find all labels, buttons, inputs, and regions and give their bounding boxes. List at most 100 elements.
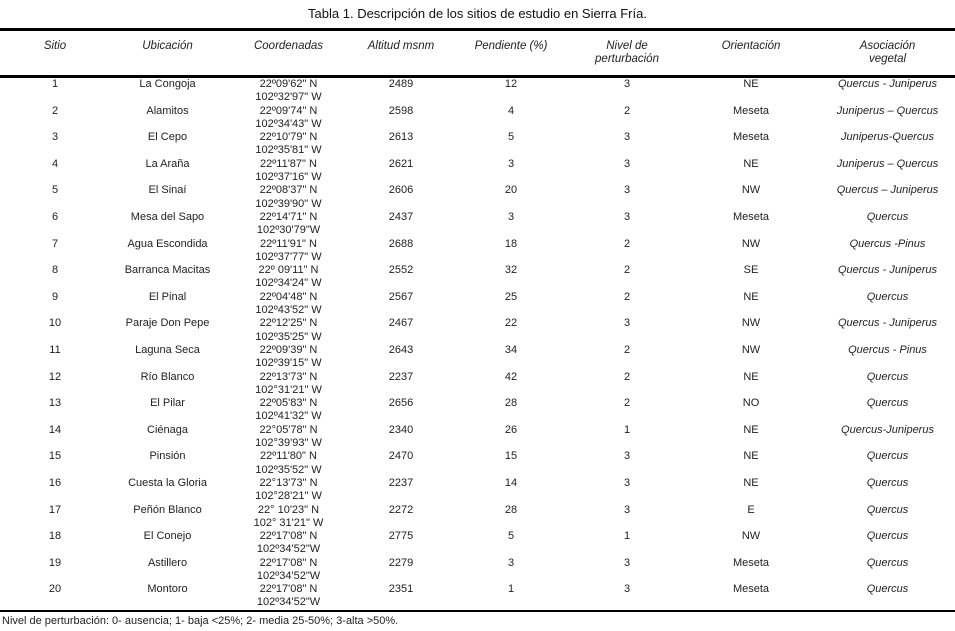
cell-orientacion: NW <box>741 317 761 330</box>
cell-pendiente: 3 <box>507 210 515 223</box>
cell-altitud: 2567 <box>388 290 414 303</box>
cell-pendiente: 22 <box>504 317 518 330</box>
cell-nivel-perturbacion: 2 <box>623 104 631 117</box>
cell-sitio: 13 <box>48 397 62 410</box>
cell-pendiente: 12 <box>504 78 518 90</box>
table-row: 2 Alamitos 22º09'74" N 102º34'43" W 2598… <box>0 105 955 132</box>
cell-ubicacion: Mesa del Sapo <box>130 210 205 223</box>
table-row: 19 Astillero 22º17'08" N 102º34'52"W 227… <box>0 557 955 584</box>
cell-altitud: 2237 <box>388 476 414 489</box>
cell-ubicacion: El Cepo <box>147 131 188 144</box>
header-sitio: Sitio <box>43 40 67 52</box>
cell-coordenadas: 22º17'08" N 102º34'52"W <box>256 556 321 582</box>
cell-pendiente: 5 <box>507 131 515 144</box>
cell-orientacion: NW <box>741 237 761 250</box>
cell-nivel-perturbacion: 3 <box>623 210 631 223</box>
cell-pendiente: 42 <box>504 370 518 383</box>
cell-sitio: 20 <box>48 583 62 596</box>
cell-orientacion: E <box>747 503 755 516</box>
cell-sitio: 9 <box>51 290 59 303</box>
cell-pendiente: 3 <box>507 556 515 569</box>
cell-altitud: 2656 <box>388 397 414 410</box>
cell-sitio: 4 <box>51 157 59 170</box>
cell-pendiente: 3 <box>507 157 515 170</box>
cell-orientacion: NE <box>743 78 759 90</box>
cell-altitud: 2606 <box>388 184 414 197</box>
cell-pendiente: 20 <box>504 184 518 197</box>
cell-sitio: 3 <box>51 131 59 144</box>
cell-orientacion: Meseta <box>732 210 770 223</box>
cell-asociacion-vegetal: Juniperus-Quercus <box>841 131 934 144</box>
cell-sitio: 6 <box>51 210 59 223</box>
table-row: 3 El Cepo 22º10'79" N 102º35'81" W 2613 … <box>0 131 955 158</box>
cell-orientacion: NE <box>743 476 759 489</box>
cell-coordenadas: 22° 10'23" N 102° 31'21" W <box>253 503 324 529</box>
cell-sitio: 7 <box>51 237 59 250</box>
cell-altitud: 2775 <box>388 530 414 543</box>
cell-nivel-perturbacion: 3 <box>623 157 631 170</box>
cell-asociacion-vegetal: Juniperus – Quercus <box>836 157 939 170</box>
table-row: 9 El Pinal 22º04'48" N 102º43'52" W 2567… <box>0 291 955 318</box>
cell-nivel-perturbacion: 2 <box>623 397 631 410</box>
cell-nivel-perturbacion: 1 <box>623 530 631 543</box>
cell-asociacion-vegetal: Quercus - Juniperus <box>837 264 938 277</box>
cell-ubicacion: Peñón Blanco <box>133 503 202 516</box>
cell-sitio: 10 <box>48 317 62 330</box>
cell-coordenadas: 22º08'37" N 102º39'90" W <box>255 184 322 210</box>
cell-sitio: 1 <box>51 78 59 90</box>
cell-pendiente: 1 <box>507 583 515 596</box>
cell-asociacion-vegetal: Quercus <box>866 450 909 463</box>
cell-ubicacion: La Araña <box>145 157 190 170</box>
cell-asociacion-vegetal: Juniperus – Quercus <box>836 104 939 117</box>
cell-orientacion: NE <box>743 290 759 303</box>
cell-pendiente: 32 <box>504 264 518 277</box>
cell-pendiente: 28 <box>504 503 518 516</box>
cell-nivel-perturbacion: 1 <box>623 423 631 436</box>
cell-sitio: 2 <box>51 104 59 117</box>
cell-coordenadas: 22º10'79" N 102º35'81" W <box>255 131 322 157</box>
table-footnote: Nivel de perturbación: 0- ausencia; 1- b… <box>2 614 399 627</box>
cell-orientacion: Meseta <box>732 556 770 569</box>
cell-ubicacion: Pinsión <box>149 450 186 463</box>
cell-nivel-perturbacion: 3 <box>623 317 631 330</box>
cell-ubicacion: La Congoja <box>139 78 196 90</box>
cell-orientacion: SE <box>743 264 759 277</box>
cell-coordenadas: 22°13'73" N 102°28'21" W <box>255 476 322 503</box>
cell-coordenadas: 22º09'74" N 102º34'43" W <box>255 104 322 130</box>
table-row: 11 Laguna Seca 22º09'39" N 102º39'15" W … <box>0 344 955 371</box>
cell-asociacion-vegetal: Quercus <box>866 370 909 383</box>
cell-ubicacion: Paraje Don Pepe <box>125 317 210 330</box>
cell-ubicacion: Montoro <box>147 583 188 596</box>
cell-orientacion: Meseta <box>732 583 770 596</box>
cell-coordenadas: 22º04'48" N 102º43'52" W <box>255 290 322 316</box>
cell-asociacion-vegetal: Quercus - Juniperus <box>837 317 938 330</box>
cell-sitio: 19 <box>48 556 62 569</box>
cell-orientacion: Meseta <box>732 131 770 144</box>
cell-altitud: 2489 <box>388 78 414 90</box>
cell-nivel-perturbacion: 3 <box>623 476 631 489</box>
cell-pendiente: 14 <box>504 476 518 489</box>
cell-nivel-perturbacion: 2 <box>623 264 631 277</box>
cell-asociacion-vegetal: Quercus-Juniperus <box>841 423 934 436</box>
cell-altitud: 2237 <box>388 370 414 383</box>
cell-pendiente: 25 <box>504 290 518 303</box>
cell-asociacion-vegetal: Quercus <box>866 583 909 596</box>
cell-altitud: 2470 <box>388 450 414 463</box>
cell-coordenadas: 22º11'80" N 102º35'52" W <box>255 450 322 476</box>
cell-altitud: 2272 <box>388 503 414 516</box>
cell-ubicacion: Astillero <box>147 556 188 569</box>
cell-coordenadas: 22º09'62" N 102º32'97" W <box>255 78 322 104</box>
cell-nivel-perturbacion: 2 <box>623 290 631 303</box>
table-row: 7 Agua Escondida 22º11'91" N 102º37'77" … <box>0 238 955 265</box>
cell-asociacion-vegetal: Quercus <box>866 503 909 516</box>
cell-ubicacion: Alamitos <box>146 104 189 117</box>
cell-sitio: 16 <box>48 476 62 489</box>
table-row: 18 El Conejo 22º17'08" N 102º34'52"W 277… <box>0 530 955 557</box>
cell-asociacion-vegetal: Quercus <box>866 530 909 543</box>
table-row: 14 Ciénaga 22°05'78" N 102°39'93" W 2340… <box>0 424 955 451</box>
cell-nivel-perturbacion: 3 <box>623 131 631 144</box>
cell-altitud: 2552 <box>388 264 414 277</box>
cell-coordenadas: 22º11'87" N 102º37'16" W <box>255 157 322 183</box>
header-coordenadas: Coordenadas <box>253 40 324 52</box>
cell-ubicacion: El Conejo <box>143 530 192 543</box>
